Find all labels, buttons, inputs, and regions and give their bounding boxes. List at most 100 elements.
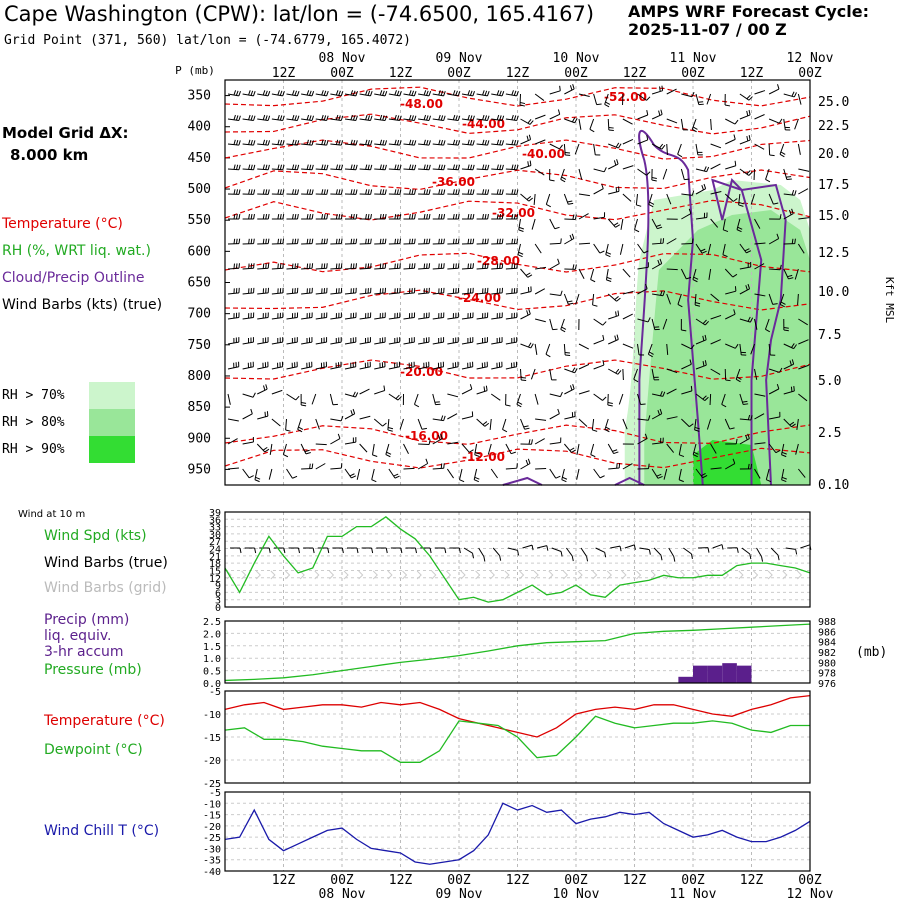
wind-barb-flag [783,329,789,332]
wind-barb-staff [461,267,474,270]
top-date-label: 12 Nov [787,51,834,66]
wind-barb-flag [235,164,239,170]
wind-barb-flag [413,91,417,97]
legend-precip: Precip (mm) [44,612,130,628]
page-title: Cape Washington (CPW): lat/lon = (-74.65… [4,2,595,26]
cloud-outline-left [638,130,704,486]
wind-barb-flag [387,429,393,432]
wind-barb-staff [578,363,590,370]
wind-barb-flag [387,426,394,430]
wind-barb-flag [788,209,792,215]
temp-panel-y-tick-label: -10 [203,710,221,721]
wind-barb-staff [330,341,342,345]
wind-barb-flag [443,238,445,244]
wind-barb-flag [616,334,619,340]
wind-barb-flag [561,479,567,483]
wind-panel-y-tick-label: 30 [209,530,221,541]
wind-barb-staff [564,88,575,95]
bottom-time-tick-label: 12Z [389,873,413,888]
wind-barb-staff [695,188,706,195]
wind-barb-flag [776,383,780,390]
wind-barb-flag [250,238,253,244]
wind-barb-flag [482,238,484,244]
isotherm-line [224,169,811,191]
wind-barb-staff [768,238,779,245]
wind-barb-staff [779,293,785,305]
wind-barb-flag [722,254,728,258]
wind-barb-flag [365,213,367,220]
kft-tick-label: 10.0 [818,285,849,300]
wind-barb-staff [605,268,609,280]
wind-barb-staff [593,216,605,220]
wind-barb-flag [734,343,739,349]
wind-barb-staff [301,118,313,122]
wind-panel-y-tick-label: 33 [209,523,221,534]
wind-barb-flag [326,164,329,170]
wind-barb-flag [518,226,525,230]
wind-barb-staff [783,118,786,130]
wind-barb-flag [469,238,472,244]
wind-barb-flag [238,140,241,146]
wind-barb-staff [242,468,250,479]
wind-barb-flag [501,115,505,121]
wind-barb-flag [661,85,664,91]
wind-barb-staff [257,168,269,171]
wind-barb-staff [520,463,531,470]
wind-barb-staff [505,443,512,454]
wind-barb-staff [491,143,503,146]
wind-barb-flag [440,90,444,96]
wind-barb-staff [549,368,553,380]
wind-barb-staff [578,118,582,130]
true-wind-barb [800,544,811,549]
wind-barb-flag [443,115,446,121]
wind-barb-flag [793,344,797,349]
wind-barb-flag [467,90,471,96]
wind-barb-flag [693,276,699,280]
wind-barb-flag [562,476,568,480]
wind-barb-flag [326,91,329,97]
wind-barb-staff [754,413,765,420]
wind-barb-staff [315,168,327,171]
pressure-unit-label: (mb) [856,645,887,660]
isotherm-line [224,86,811,107]
wind-barb-flag [292,189,295,195]
wind-barb-flag [777,84,780,90]
wind-barb-staff [356,468,361,480]
wind-barb-staff [268,468,273,480]
wind-barb-flag [277,164,280,170]
wind-barb-flag [646,110,649,116]
wind-barb-staff [754,368,758,380]
wind-barb-staff [388,168,400,171]
wind-barb-staff [739,114,751,120]
wind-barb-flag [472,238,475,244]
wind-barb-staff [476,341,488,345]
wind-barb-flag [554,226,560,230]
wind-barb-staff [330,143,342,146]
wind-barb-staff [739,266,751,270]
wind-barb-flag [590,454,596,458]
wind-barb-flag [296,140,300,146]
wind-barb-flag [355,91,358,97]
wind-barb-staff [710,443,717,454]
wind-barb-flag [379,114,383,120]
wind-barb-flag [589,128,595,133]
wind-barb-staff [474,443,478,455]
wind-barb-staff [388,143,400,146]
wind-barb-staff [605,243,609,255]
wind-barb-flag [487,140,490,146]
wind-barb-flag [248,238,250,244]
wind-barb-flag [527,458,531,464]
wind-barb-flag [394,213,397,220]
kft-axis-title: Kft MSL [883,277,896,324]
pressure-tick-label: 650 [188,276,211,291]
wind-barb-staff [608,315,619,320]
wind-barb-flag [282,91,285,97]
wind-barb-flag [725,379,731,382]
wind-barb-flag [457,91,461,97]
wind-barb-staff [779,143,785,155]
wind-barb-staff [385,443,390,455]
wind-barb-flag [484,263,487,269]
wind-barb-flag [732,198,738,202]
legend-wind-barbs-true: Wind Barbs (true) [44,555,168,571]
wind-barb-staff [359,93,371,97]
